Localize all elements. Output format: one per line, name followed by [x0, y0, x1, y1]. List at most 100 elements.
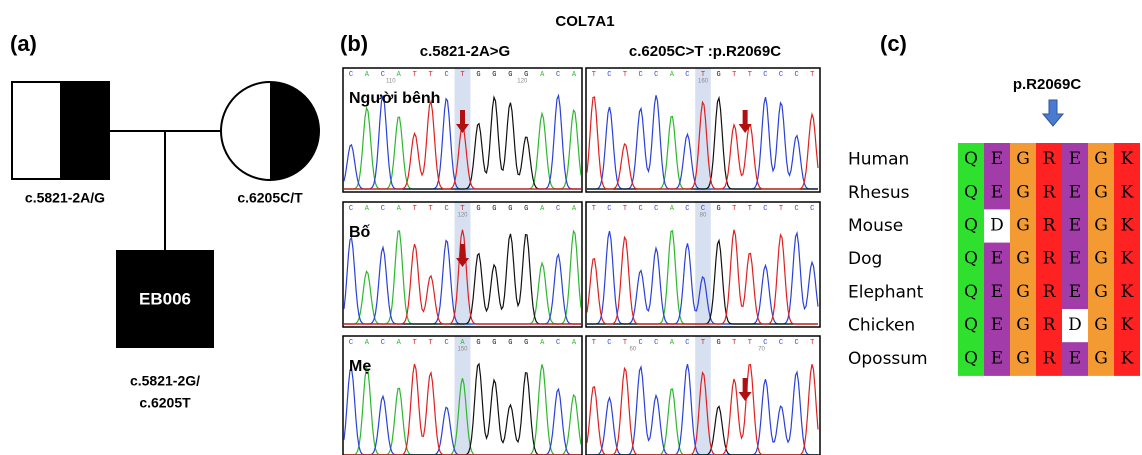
base-call: T [732, 205, 736, 213]
residue: K [1121, 182, 1134, 202]
base-call: C [685, 339, 689, 347]
base-call: T [748, 339, 752, 347]
residue: G [1016, 182, 1030, 202]
residue: G [1016, 315, 1030, 335]
base-call: C [607, 205, 611, 213]
residue: Q [964, 216, 978, 236]
panel-label: (c) [880, 31, 907, 56]
base-call: C [779, 71, 783, 79]
residue: E [1069, 182, 1081, 202]
base-call: T [623, 205, 627, 213]
species: Human [848, 150, 909, 170]
base-call: T [592, 71, 596, 79]
base-call: T [413, 71, 417, 79]
father-genotype: c.5821-2A/G [25, 190, 105, 206]
base-call: C [685, 205, 689, 213]
base-call: A [670, 205, 675, 213]
residue: R [1043, 348, 1057, 368]
base-call: A [572, 205, 577, 213]
base-call: G [508, 339, 512, 347]
base-call: C [381, 71, 385, 79]
residue: Q [964, 315, 978, 335]
residue: D [990, 216, 1004, 236]
base-call: A [670, 71, 675, 79]
alignment: HumanQEGREGKRhesusQEGREGKMouseQDGREGKDog… [848, 143, 1140, 376]
base-call: G [524, 205, 528, 213]
arrow [739, 110, 752, 133]
residue: G [1016, 149, 1030, 169]
residue: R [1043, 282, 1057, 302]
residue: E [1069, 249, 1081, 269]
row-label: Bố [349, 224, 371, 241]
base-call: G [492, 339, 496, 347]
base-call: C [794, 339, 798, 347]
base-call: A [540, 205, 545, 213]
base-call: T [732, 71, 736, 79]
base-call: T [413, 339, 417, 347]
residue: Q [964, 149, 978, 169]
base-call: C [638, 205, 642, 213]
residue: G [1094, 149, 1108, 169]
base-call: C [349, 71, 353, 79]
base-call: C [444, 339, 448, 347]
scale-label: 80 [700, 213, 707, 219]
arrow [1043, 100, 1063, 126]
scale-label: 150 [457, 347, 468, 353]
column-title: c.5821-2A>G [420, 43, 510, 60]
base-call: C [381, 205, 385, 213]
base-call: T [460, 71, 464, 79]
base-call: C [685, 71, 689, 79]
residue: K [1121, 249, 1134, 269]
residue: G [1094, 182, 1108, 202]
variant: p.R2069C [1013, 76, 1082, 93]
base-call: T [810, 71, 814, 79]
arrow [739, 378, 752, 401]
base-call: T [429, 205, 433, 213]
residue: D [1068, 315, 1082, 335]
row-label: Mẹ [349, 358, 371, 375]
highlight [455, 336, 471, 455]
scale-label: 70 [758, 347, 765, 353]
base-call: C [638, 339, 642, 347]
residue: G [1016, 348, 1030, 368]
base-call: T [413, 205, 417, 213]
residue: K [1121, 348, 1134, 368]
base-call: C [654, 205, 658, 213]
residue: R [1043, 216, 1057, 236]
species: Mouse [848, 216, 903, 236]
residue: E [991, 348, 1003, 368]
residue: G [1016, 216, 1030, 236]
gene: COL7A1 [555, 13, 614, 30]
residue: G [1094, 315, 1108, 335]
scale-label: 120 [517, 79, 528, 85]
residue: G [1094, 249, 1108, 269]
species: Elephant [848, 282, 924, 302]
base-call: C [349, 205, 353, 213]
residue: G [1016, 282, 1030, 302]
base-call: T [592, 339, 596, 347]
residue: E [991, 315, 1003, 335]
base-call: C [810, 205, 814, 213]
residue: G [1094, 348, 1108, 368]
panel-label: (a) [10, 31, 37, 56]
mother-fill [270, 82, 319, 180]
mother-genotype: c.6205C/T [237, 190, 303, 206]
base-call: A [365, 71, 370, 79]
residue: R [1043, 249, 1057, 269]
base-call: C [654, 339, 658, 347]
scale-label: 120 [457, 213, 468, 219]
residue: Q [964, 249, 978, 269]
base-call: A [540, 339, 545, 347]
highlight [695, 336, 711, 455]
father-fill [60, 82, 109, 179]
base-call: T [623, 339, 627, 347]
base-call: T [748, 205, 752, 213]
residue: Q [964, 182, 978, 202]
base-call: G [476, 205, 480, 213]
species: Dog [848, 249, 882, 269]
base-call: T [429, 71, 433, 79]
base-call: T [810, 339, 814, 347]
residue: E [1069, 149, 1081, 169]
base-call: T [779, 205, 783, 213]
